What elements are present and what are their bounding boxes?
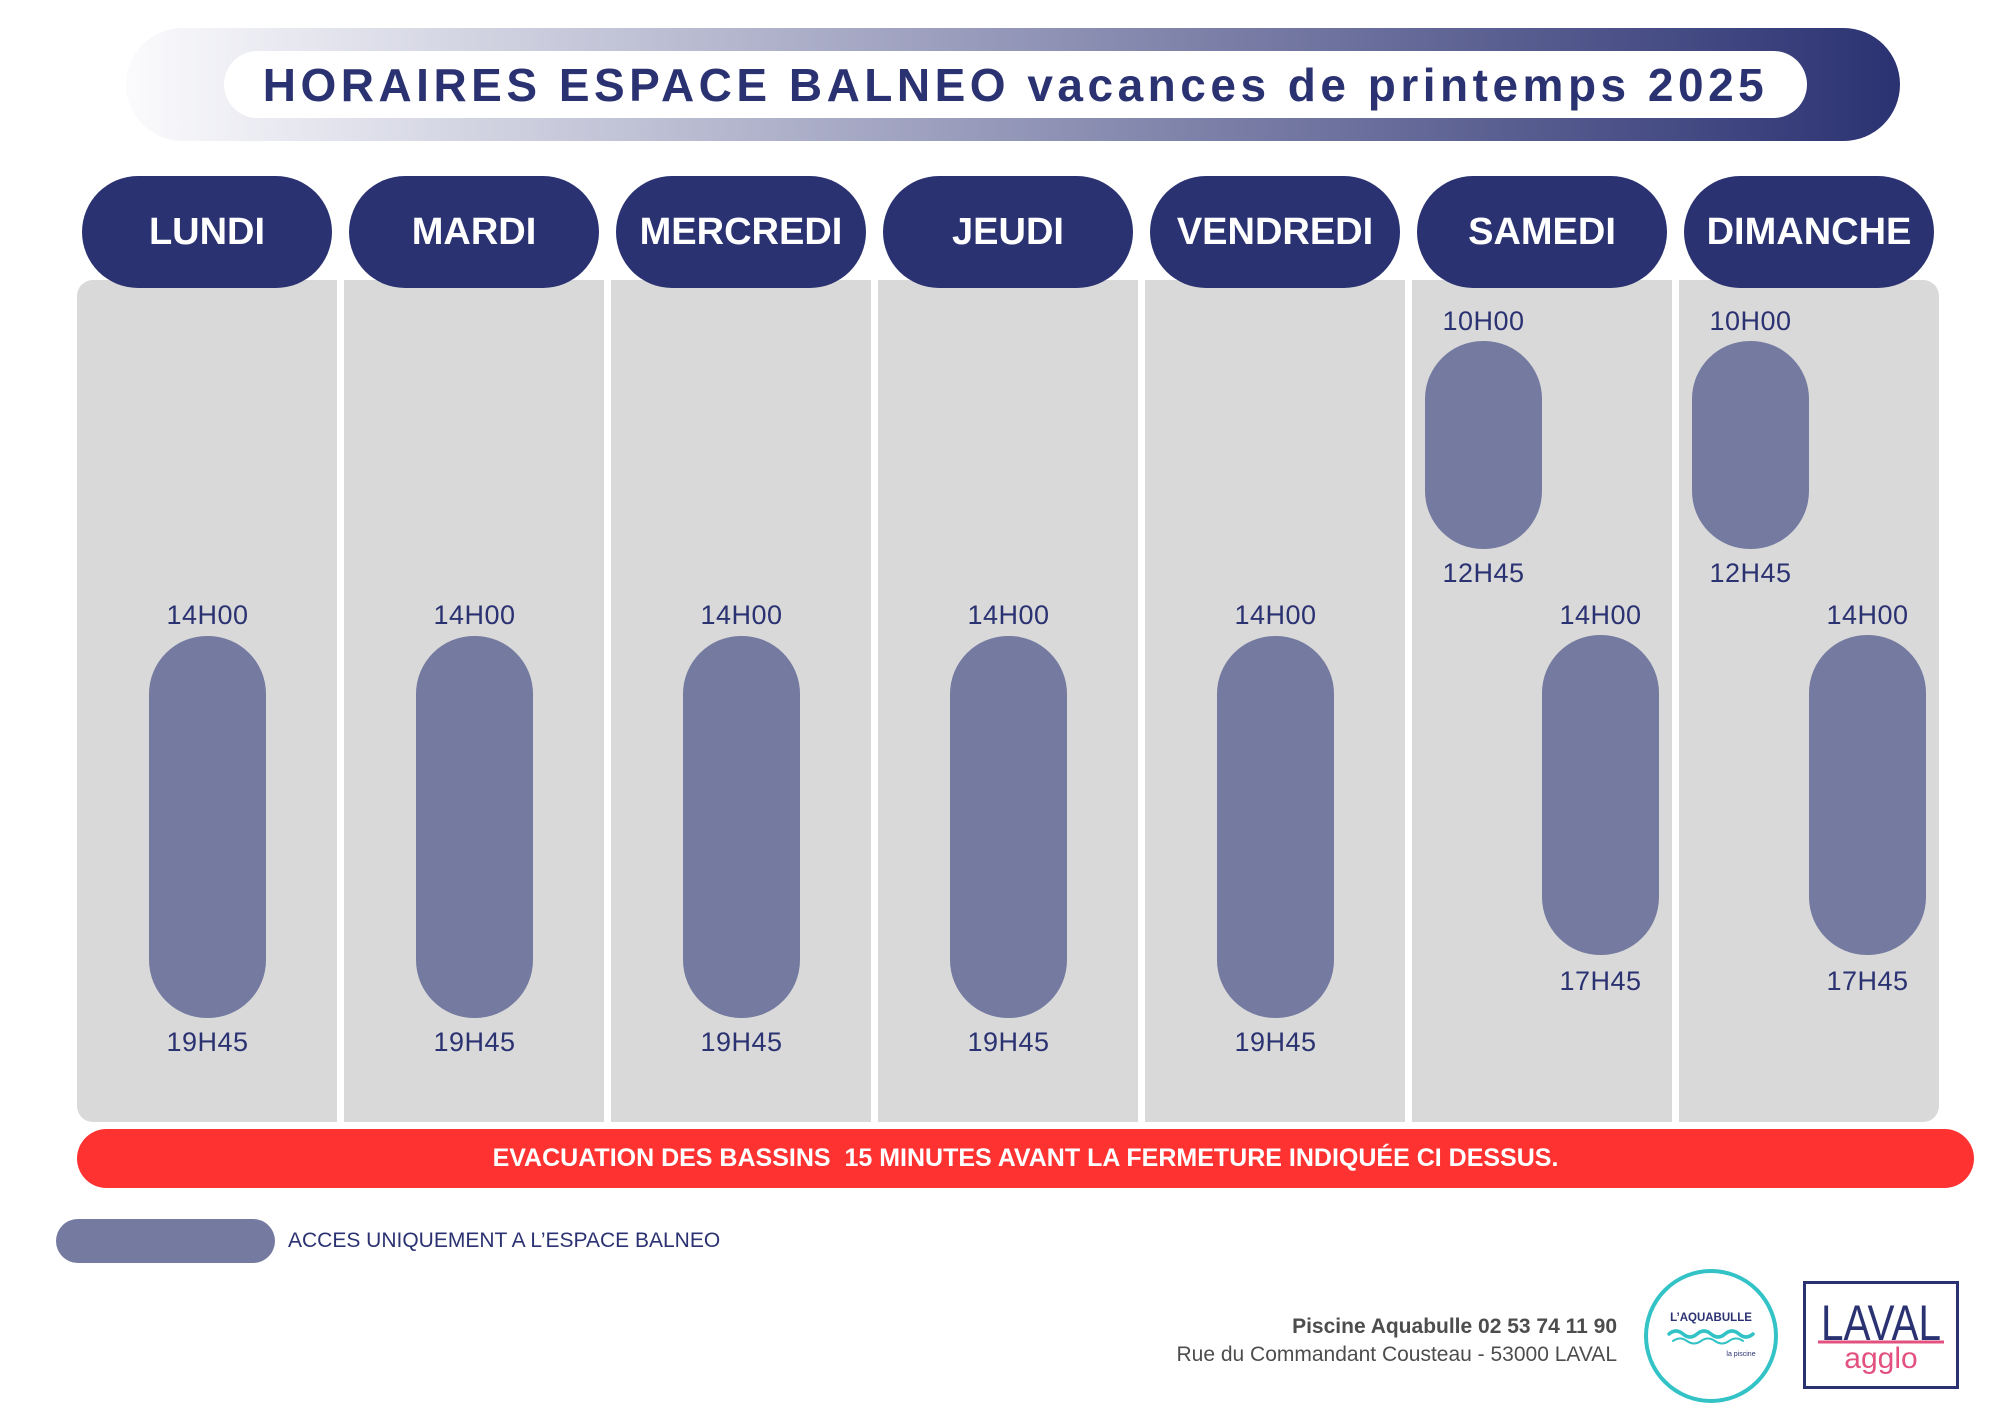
day-column-jeudi: 14H00 19H45 [878,280,1138,1122]
day-header-lundi: LUNDI [82,176,332,288]
laval-agglo-logo: LAVAL agglo [1803,1281,1959,1389]
morning-start-time: 10H00 [1442,306,1525,336]
legend-swatch [56,1219,275,1263]
day-column-mercredi: 14H00 19H45 [611,280,871,1122]
day-label: MARDI [411,210,537,253]
footer-contact: Piscine Aquabulle 02 53 74 11 90 [1292,1315,1617,1338]
day-label: LUNDI [148,210,266,253]
morning-end-time: 12H45 [1709,558,1792,588]
title-pill: HORAIRES ESPACE BALNEO vacances de print… [224,51,1807,118]
balneo-slot-bar [683,636,800,1018]
day-header-vendredi: VENDREDI [1150,176,1400,288]
day-column-dimanche: 10H00 12H45 14H00 17H45 [1679,280,1939,1122]
day-header-dimanche: DIMANCHE [1684,176,1934,288]
balneo-slot-bar [950,636,1067,1018]
slot-end-time: 19H45 [967,1027,1050,1057]
slot-end-time: 19H45 [166,1027,249,1057]
wave-icon [1672,1337,1744,1345]
wave-icon [1667,1329,1755,1339]
day-header-jeudi: JEUDI [883,176,1133,288]
footer-contact-block: Piscine Aquabulle 02 53 74 11 90 Rue du … [1177,1313,1618,1369]
day-column-vendredi: 14H00 19H45 [1145,280,1405,1122]
day-header-mardi: MARDI [349,176,599,288]
evacuation-notice-banner: EVACUATION DES BASSINS 15 MINUTES AVANT … [77,1129,1974,1188]
day-header-samedi: SAMEDI [1417,176,1667,288]
slot-start-time: 14H00 [700,600,783,630]
slot-end-time: 19H45 [433,1027,516,1057]
aquabulle-logo: L’AQUABULLE la piscine [1643,1268,1779,1404]
day-column-samedi: 10H00 12H45 14H00 17H45 [1412,280,1672,1122]
afternoon-end-time: 17H45 [1826,966,1909,996]
slot-start-time: 14H00 [433,600,516,630]
balneo-morning-slot-bar [1692,341,1809,549]
day-header-mercredi: MERCREDI [616,176,866,288]
balneo-slot-bar [1217,636,1334,1018]
afternoon-start-time: 14H00 [1559,600,1642,630]
balneo-morning-slot-bar [1425,341,1542,549]
morning-start-time: 10H00 [1709,306,1792,336]
balneo-slot-bar [149,636,266,1018]
slot-start-time: 14H00 [1234,600,1317,630]
aquabulle-name: L’AQUABULLE [1670,1312,1752,1324]
slot-end-time: 19H45 [700,1027,783,1057]
day-label: DIMANCHE [1706,210,1912,253]
aquabulle-tagline: la piscine [1726,1351,1755,1358]
agglo-wordmark: agglo [1844,1342,1917,1375]
laval-wordmark: LAVAL [1821,1295,1941,1351]
aquabulle-logo-graphic: L’AQUABULLE la piscine [1644,1269,1778,1403]
laval-agglo-logo-graphic: LAVAL agglo [1818,1295,1944,1375]
legend-label: ACCES UNIQUEMENT A L’ESPACE BALNEO [288,1229,721,1252]
balneo-afternoon-slot-bar [1542,635,1659,955]
slot-start-time: 14H00 [166,600,249,630]
day-column-lundi: 14H00 19H45 [77,280,337,1122]
day-label: VENDREDI [1176,210,1374,253]
balneo-slot-bar [416,636,533,1018]
day-label: MERCREDI [639,210,843,253]
footer-address: Rue du Commandant Cousteau - 53000 LAVAL [1176,1343,1618,1366]
morning-end-time: 12H45 [1442,558,1525,588]
day-label: JEUDI [952,210,1064,253]
slot-start-time: 14H00 [967,600,1050,630]
balneo-afternoon-slot-bar [1809,635,1926,955]
page-title: HORAIRES ESPACE BALNEO vacances de print… [262,58,1769,111]
day-column-mardi: 14H00 19H45 [344,280,604,1122]
afternoon-end-time: 17H45 [1559,966,1642,996]
title-banner: HORAIRES ESPACE BALNEO vacances de print… [126,28,1900,141]
evacuation-notice-text: EVACUATION DES BASSINS 15 MINUTES AVANT … [492,1144,1559,1172]
slot-end-time: 19H45 [1234,1027,1317,1057]
afternoon-start-time: 14H00 [1826,600,1909,630]
day-label: SAMEDI [1468,210,1616,253]
